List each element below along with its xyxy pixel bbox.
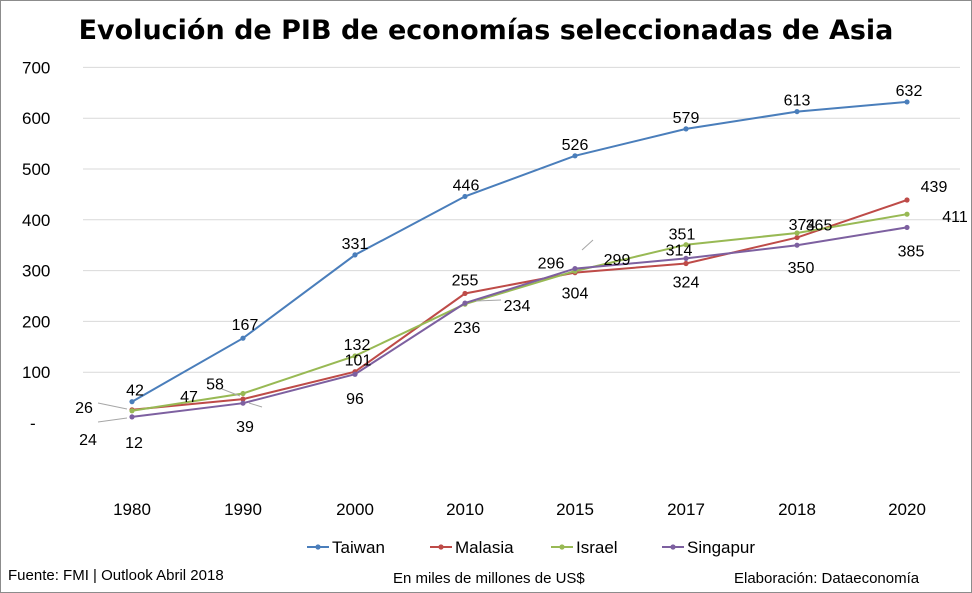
singapur-data-label: 385: [898, 243, 925, 260]
taiwan-data-point: [572, 153, 578, 159]
source-note: Fuente: FMI | Outlook Abril 2018: [8, 567, 224, 584]
taiwan-data-point: [352, 252, 358, 258]
y-tick-label: 600: [22, 109, 50, 128]
legend-taiwan-label: Taiwan: [332, 538, 385, 557]
malasia-data-point: [462, 290, 468, 297]
taiwan-series-line: [131, 100, 908, 403]
taiwan-data-point: [240, 335, 246, 341]
israel-data-label: 234: [504, 298, 531, 315]
taiwan-data-label: 167: [232, 317, 259, 334]
malasia-data-label: 101: [345, 353, 372, 370]
singapur-data-point: [572, 265, 578, 272]
label-leader-line: [97, 417, 128, 423]
taiwan-data-point: [462, 193, 468, 200]
taiwan-data-point: [794, 108, 800, 115]
israel-data-label: 132: [344, 337, 371, 354]
taiwan-data-label: 632: [896, 83, 923, 100]
taiwan-data-label: 331: [342, 236, 369, 253]
taiwan-data-point: [904, 99, 910, 105]
label-leader-line: [581, 239, 594, 251]
legend-singapur-label: Singapur: [687, 538, 755, 557]
singapur-data-label: 39: [236, 419, 254, 436]
taiwan-data-point: [683, 126, 689, 132]
x-tick-label: 1980: [113, 500, 151, 519]
malasia-data-label: 255: [452, 272, 479, 289]
y-tick-label: 700: [22, 58, 50, 77]
x-tick-label: 2015: [556, 500, 594, 519]
malasia-data-point: [794, 234, 800, 241]
units-note: En miles de millones de US$: [393, 570, 585, 587]
singapur-data-point: [352, 371, 358, 377]
x-tick-label: 1990: [224, 500, 262, 519]
israel-data-point: [129, 408, 135, 414]
israel-data-label: 299: [604, 252, 631, 269]
x-tick-label: 2017: [667, 500, 705, 519]
label-leader-line: [248, 402, 263, 408]
israel-data-label: 351: [669, 227, 696, 244]
malasia-data-point: [904, 197, 910, 203]
taiwan-data-label: 579: [673, 110, 700, 127]
singapur-data-label: 96: [346, 391, 364, 408]
singapur-data-label: 324: [673, 274, 700, 291]
israel-data-label: 411: [942, 209, 968, 226]
x-tick-label: 2020: [888, 500, 926, 519]
singapur-data-point: [683, 255, 689, 262]
singapur-data-label: 12: [125, 435, 143, 452]
y-tick-label: 300: [22, 262, 50, 281]
israel-data-point: [352, 353, 358, 359]
taiwan-data-label: 446: [453, 177, 480, 194]
x-tick-label: 2010: [446, 500, 484, 519]
legend-israel-marker: [559, 544, 565, 550]
israel-data-point: [683, 242, 689, 248]
malasia-data-label: 314: [666, 242, 693, 259]
singapur-data-point: [794, 242, 800, 248]
singapur-data-point: [129, 414, 135, 420]
label-leader-line: [97, 402, 128, 410]
singapur-data-label: 350: [788, 260, 815, 277]
x-tick-label: 2000: [336, 500, 374, 519]
singapur-series-line: [131, 226, 908, 418]
y-tick-label: 100: [22, 363, 50, 382]
singapur-data-label: 304: [562, 286, 589, 303]
singapur-data-point: [240, 400, 246, 406]
taiwan-data-label: 613: [784, 93, 811, 110]
malasia-data-label: 365: [806, 218, 833, 235]
israel-data-label: 374: [789, 217, 816, 234]
y-tick-label: 400: [22, 211, 50, 230]
taiwan-data-label: 42: [126, 383, 144, 400]
israel-data-label: 24: [79, 432, 97, 449]
israel-data-point: [240, 390, 246, 397]
israel-series-line: [131, 213, 908, 412]
malasia-data-point: [240, 396, 246, 402]
malasia-data-label: 439: [921, 179, 948, 196]
credit-note: Elaboración: Dataeconomía: [734, 570, 920, 587]
label-leader-line: [221, 388, 241, 397]
malasia-data-label: 296: [538, 256, 565, 273]
israel-data-point: [904, 211, 910, 217]
malasia-data-label: 47: [180, 389, 198, 406]
malasia-data-point: [683, 260, 689, 267]
malasia-data-label: 26: [75, 400, 93, 417]
chart-title: Evolución de PIB de economías selecciona…: [79, 15, 894, 46]
singapur-data-point: [904, 224, 910, 231]
taiwan-data-label: 526: [562, 137, 589, 154]
singapur-data-point: [462, 300, 468, 306]
y-tick-label: -: [30, 414, 36, 433]
legend-israel-label: Israel: [576, 538, 618, 557]
malasia-series-line: [131, 199, 908, 411]
legend-malasia-label: Malasia: [455, 538, 514, 557]
israel-data-point: [794, 230, 800, 236]
y-tick-label: 200: [22, 312, 50, 331]
taiwan-data-point: [129, 399, 135, 405]
x-tick-label: 2018: [778, 500, 816, 519]
israel-data-label: 58: [206, 377, 224, 394]
legend-singapur-marker: [670, 544, 676, 550]
legend-taiwan-marker: [315, 544, 321, 550]
legend-malasia-marker: [438, 544, 444, 550]
singapur-data-label: 236: [454, 320, 481, 337]
y-tick-label: 500: [22, 160, 50, 179]
label-leader-line: [475, 299, 502, 302]
